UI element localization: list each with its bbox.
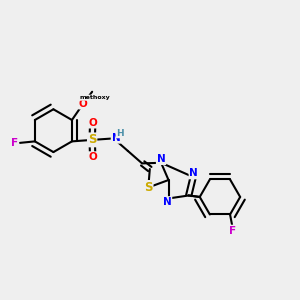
Text: S: S <box>88 134 96 146</box>
Text: O: O <box>79 99 88 109</box>
Text: methoxy: methoxy <box>79 95 110 100</box>
Text: O: O <box>88 118 97 128</box>
Text: N: N <box>189 169 198 178</box>
Text: N: N <box>157 154 166 164</box>
Text: N: N <box>112 133 120 143</box>
Text: F: F <box>11 138 18 148</box>
Text: H: H <box>116 129 124 138</box>
Text: F: F <box>230 226 237 236</box>
Text: S: S <box>144 181 153 194</box>
Text: O: O <box>88 152 97 162</box>
Text: N: N <box>163 197 171 207</box>
